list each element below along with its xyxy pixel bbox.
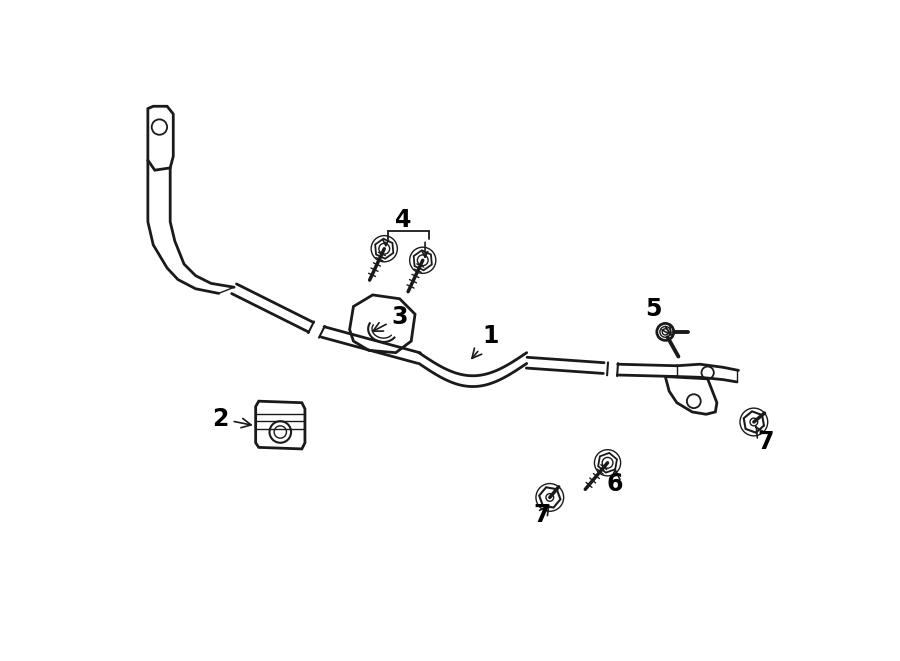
Text: 7: 7 (534, 503, 551, 527)
Text: 7: 7 (756, 427, 774, 454)
Text: 4: 4 (395, 208, 411, 232)
Text: 1: 1 (472, 325, 499, 358)
Text: 3: 3 (373, 305, 408, 331)
Text: 5: 5 (645, 297, 671, 335)
Text: 2: 2 (212, 407, 251, 431)
Text: 6: 6 (607, 469, 624, 496)
